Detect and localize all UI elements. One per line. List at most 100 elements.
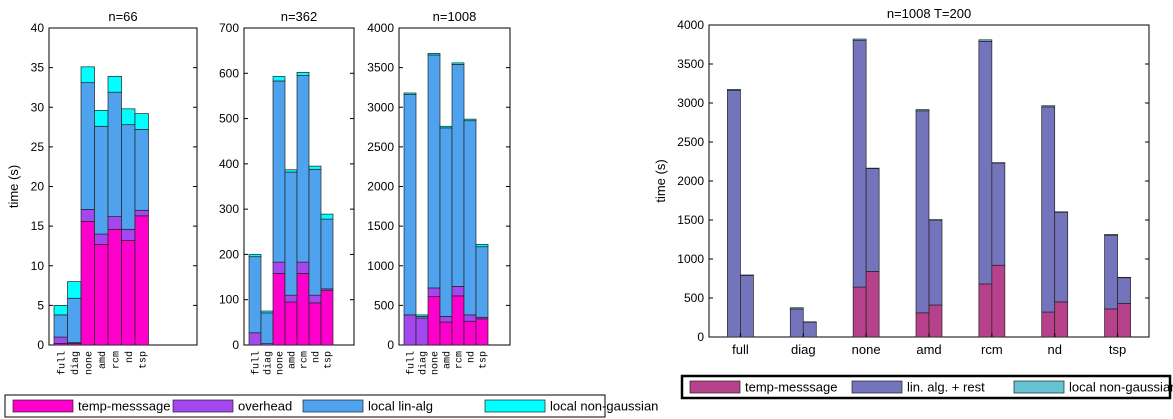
bar-segment: [320, 213, 334, 220]
chart-n66: n=66 0 5 10 15 20 25 30 35 40 time (s) full diag none…: [6, 9, 198, 375]
bar-segment: [451, 62, 465, 65]
bar-segment: [403, 314, 417, 346]
bar-segment: [463, 118, 477, 122]
x-tick-label: amd: [97, 351, 109, 369]
y-axis-label: time (s): [6, 165, 21, 208]
bar-segment: [915, 110, 930, 314]
y-tick-label: 2500: [677, 135, 704, 149]
bar-segment: [451, 286, 465, 297]
x-tick-label: full: [251, 351, 263, 375]
bar-segment: [134, 113, 149, 130]
y-tick-label: 2500: [367, 140, 394, 154]
bar-segment: [852, 38, 867, 41]
bar-segment: [272, 273, 286, 346]
bar-segment: [415, 314, 429, 317]
bar-segment: [308, 168, 322, 296]
x-tick-label: nd: [466, 351, 478, 363]
y-tick-label: 2000: [367, 180, 394, 194]
bar-segment: [475, 318, 489, 346]
bar-segment: [80, 82, 95, 210]
y-tick-label: 30: [31, 100, 45, 114]
bar-segment: [978, 41, 993, 285]
legend-swatch: [689, 380, 741, 394]
x-tick-label: diag: [70, 351, 82, 375]
bar-segment: [427, 53, 441, 56]
bar-segment: [439, 321, 453, 346]
bar-segment: [475, 246, 489, 318]
y-tick-label: 25: [31, 140, 45, 154]
y-tick-label: 1000: [367, 259, 394, 273]
bar-segment: [134, 129, 149, 211]
bar-segment: [94, 125, 109, 235]
bar-segment: [427, 296, 441, 346]
y-tick-label: 15: [31, 219, 45, 233]
x-tick-label: diag: [263, 351, 275, 375]
bar-segment: [1117, 277, 1131, 304]
y-tick-label: 600: [219, 66, 239, 80]
x-tick-label: diag: [418, 351, 430, 375]
bar-segment: [915, 312, 930, 338]
y-tick-label: 300: [219, 202, 239, 216]
bar-segment: [107, 228, 122, 346]
bar-segment: [107, 216, 122, 230]
bar-segment: [463, 120, 477, 316]
y-tick-label: 3500: [367, 61, 394, 75]
legend-label: local lin-alg: [368, 399, 433, 414]
bar-segment: [296, 273, 310, 346]
bar-segment: [852, 286, 867, 338]
legend-label: temp-messsage: [78, 399, 170, 414]
legend-swatch: [172, 399, 234, 413]
y-tick-label: 200: [219, 247, 239, 261]
bar-segment: [260, 312, 274, 344]
x-tick-label: full: [406, 351, 418, 375]
y-tick-label: 500: [684, 291, 704, 305]
bar-segment: [852, 40, 867, 288]
bar-segment: [928, 304, 943, 338]
bar-segment: [1041, 106, 1056, 313]
y-tick-label: 3000: [677, 96, 704, 110]
bar-segment: [80, 66, 95, 84]
bar-segment: [727, 90, 741, 338]
bar-segment: [260, 310, 274, 314]
bar-segment: [427, 54, 441, 289]
x-tick-label: diag: [791, 342, 816, 357]
bar-segment: [134, 215, 149, 346]
y-tick-label: 3500: [677, 57, 704, 71]
bar-segment: [320, 218, 334, 290]
legend-left: temp-messsage overhead local lin-alg local …: [4, 394, 658, 418]
bar-segment: [991, 162, 1006, 266]
bar-segment: [308, 165, 322, 170]
bar-segment: [248, 254, 262, 258]
legend-label: local non-gaussian: [550, 399, 658, 414]
y-tick-label: 10: [31, 259, 45, 273]
bar-segment: [463, 314, 477, 322]
x-tick-label: tsp: [138, 351, 149, 369]
bar-segment: [284, 294, 298, 303]
y-tick-label: 35: [31, 61, 45, 75]
legend-swatch: [484, 399, 546, 413]
bar-segment: [1041, 311, 1056, 338]
chart-title: n=66: [108, 9, 137, 24]
x-tick-label: tsp: [324, 351, 335, 369]
x-tick-label: none: [276, 351, 287, 375]
chart-title: n=1008: [433, 9, 477, 24]
chart-n1008: n=1008 0 500 1000 1500 2000 2500 3000 3500 4000 fu…: [367, 9, 511, 375]
bar-segment: [67, 281, 82, 299]
x-tick-label: none: [84, 351, 95, 375]
y-axis-label: time (s): [653, 159, 668, 202]
bar-segment: [1117, 303, 1131, 338]
bar-segment: [296, 261, 310, 274]
x-tick-label: rcm: [111, 351, 122, 369]
y-tick-label: 0: [697, 330, 704, 344]
bar-segment: [320, 290, 334, 346]
legend-swatch: [1013, 380, 1065, 394]
bar-segment: [978, 283, 993, 338]
bar-segment: [284, 169, 298, 173]
x-tick-label: amd: [442, 351, 454, 369]
bar-segment: [802, 321, 817, 338]
y-tick-label: 20: [31, 180, 45, 194]
x-tick-label: rcm: [455, 351, 466, 369]
bar-segment: [121, 124, 136, 230]
legend-label: temp-messsage: [745, 380, 837, 395]
